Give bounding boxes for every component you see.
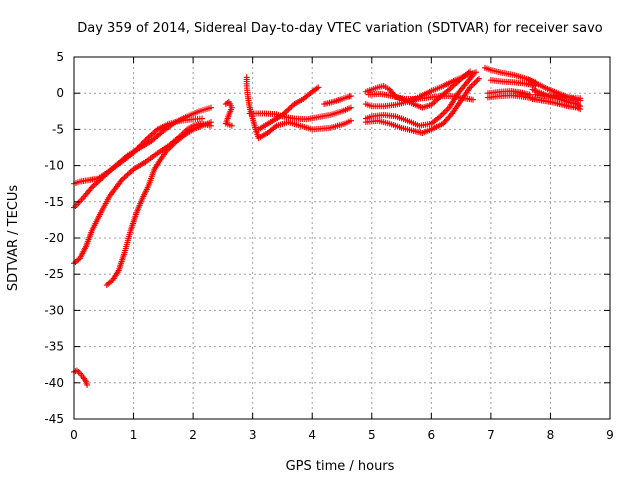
x-axis-label: GPS time / hours xyxy=(286,459,395,474)
data-markers xyxy=(71,64,584,388)
data-point xyxy=(228,122,235,129)
series-track-f xyxy=(222,98,235,129)
series-track-v xyxy=(529,95,584,113)
data-point xyxy=(473,69,479,76)
x-tick-label: 1 xyxy=(130,428,138,442)
x-tick-label: 9 xyxy=(606,428,614,442)
data-point xyxy=(475,75,482,82)
data-point xyxy=(391,92,398,99)
data-point xyxy=(444,116,451,123)
y-tick-label: -30 xyxy=(44,303,64,317)
data-point xyxy=(446,113,453,120)
data-point xyxy=(442,117,449,124)
series-track-j xyxy=(321,93,354,108)
data-point xyxy=(577,95,584,102)
series-track-i xyxy=(255,84,322,133)
series-track-d xyxy=(103,119,214,289)
data-point xyxy=(470,96,477,103)
data-point xyxy=(347,117,354,124)
x-tick-label: 8 xyxy=(547,428,555,442)
y-tick-label: -5 xyxy=(52,122,64,136)
data-point xyxy=(445,114,452,121)
data-point xyxy=(467,68,474,75)
data-point xyxy=(440,120,447,127)
series-track-m xyxy=(362,68,474,111)
series-track-n xyxy=(362,72,477,129)
series-track-c xyxy=(71,120,214,267)
series-track-p xyxy=(481,64,539,86)
y-tick-label: -45 xyxy=(44,412,64,426)
data-point xyxy=(81,376,88,383)
data-point xyxy=(207,119,214,126)
data-point xyxy=(199,115,206,122)
x-tick-label: 5 xyxy=(368,428,376,442)
data-point xyxy=(447,111,454,118)
x-tick-label: 3 xyxy=(249,428,257,442)
x-tick-label: 4 xyxy=(308,428,316,442)
x-tick-label: 0 xyxy=(70,428,78,442)
series-track-w xyxy=(532,91,584,102)
y-tick-label: -15 xyxy=(44,195,64,209)
grid-lines xyxy=(74,57,610,419)
data-point xyxy=(347,93,354,100)
data-point xyxy=(347,104,354,111)
y-tick-label: -10 xyxy=(44,159,64,173)
data-point xyxy=(470,72,477,79)
data-point xyxy=(84,381,91,388)
series-track-r xyxy=(484,92,536,102)
x-tick-label: 7 xyxy=(487,428,495,442)
y-tick-label: -40 xyxy=(44,376,64,390)
series-track-h xyxy=(246,104,354,123)
series-track-g xyxy=(243,74,354,142)
y-tick-label: 0 xyxy=(56,86,64,100)
data-point xyxy=(315,84,322,91)
series-track-b xyxy=(71,104,214,211)
y-tick-label: -20 xyxy=(44,231,64,245)
x-tick-label: 2 xyxy=(189,428,197,442)
data-point xyxy=(207,104,214,111)
y-tick-label: -25 xyxy=(44,267,64,281)
series-track-o xyxy=(362,75,482,137)
data-point xyxy=(577,106,584,113)
data-point xyxy=(441,119,448,126)
y-tick-label: 5 xyxy=(56,50,64,64)
y-tick-label: -35 xyxy=(44,340,64,354)
y-axis-label: SDTVAR / TECUs xyxy=(6,185,21,292)
axis-ticks: 0 1 2 3 4 5 6 7 8 9 5 0 -5 -10 -15 -20 -25 -30 -35 -40 -45 xyxy=(44,50,613,442)
x-tick-label: 6 xyxy=(428,428,436,442)
data-point xyxy=(468,73,475,80)
chart-title: Day 359 of 2014, Sidereal Day-to-day VTE… xyxy=(77,21,603,36)
